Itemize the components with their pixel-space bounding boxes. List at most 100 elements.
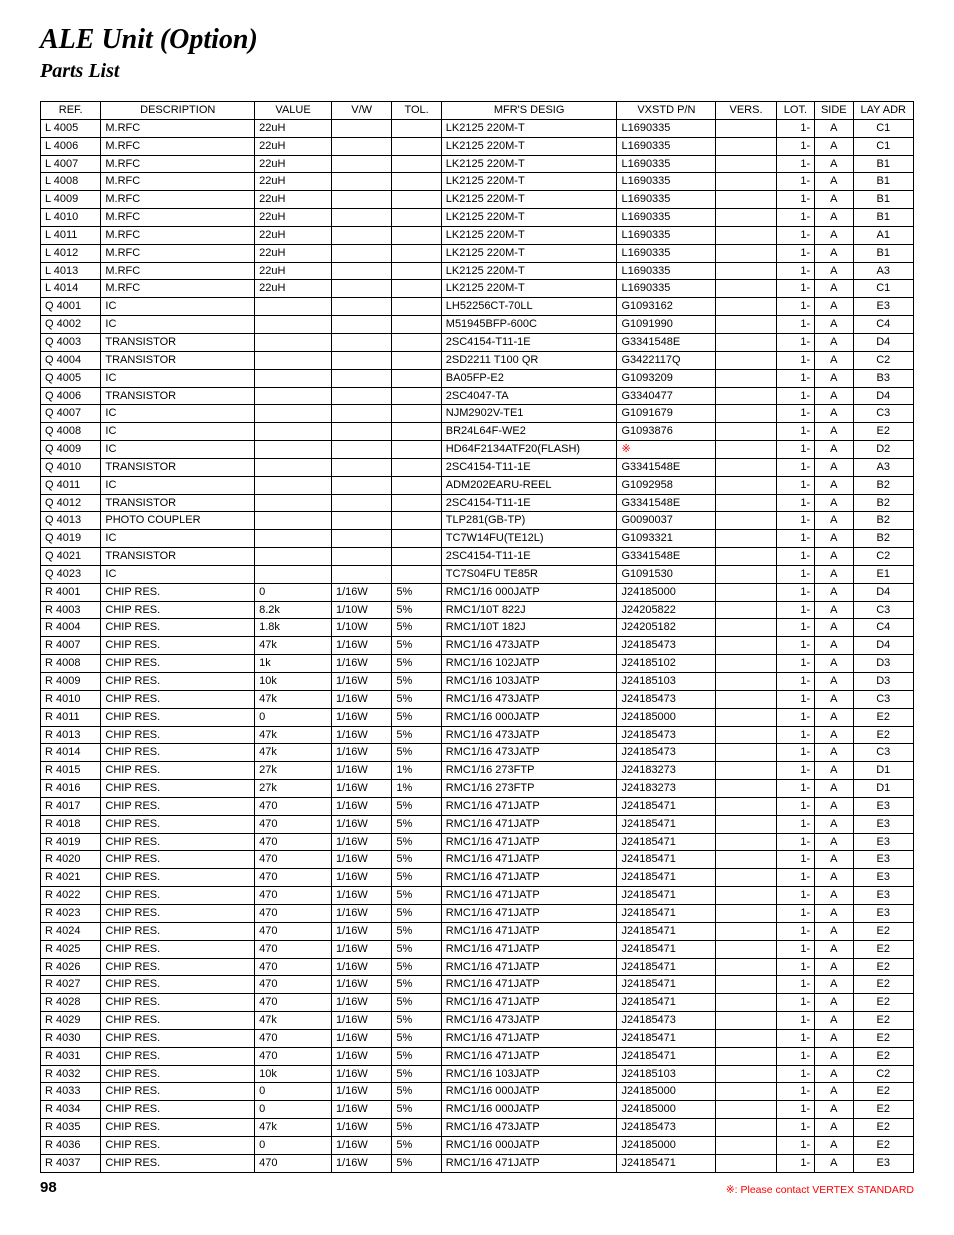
- cell-mfr: RMC1/16 473JATP: [441, 637, 617, 655]
- table-row: R 4034CHIP RES.01/16W5%RMC1/16 000JATPJ2…: [41, 1101, 914, 1119]
- cell-lay: E2: [853, 1101, 913, 1119]
- cell-desc: IC: [101, 476, 255, 494]
- col-header: SIDE: [815, 102, 853, 120]
- cell-val: [255, 423, 332, 441]
- cell-mfr: RMC1/16 000JATP: [441, 1083, 617, 1101]
- cell-mfr: RMC1/16 103JATP: [441, 1065, 617, 1083]
- cell-tol: [392, 423, 441, 441]
- cell-vers: [716, 637, 776, 655]
- cell-mfr: LK2125 220M-T: [441, 173, 617, 191]
- cell-val: 0: [255, 1136, 332, 1154]
- cell-vx: J24185102: [617, 655, 716, 673]
- cell-tol: [392, 476, 441, 494]
- cell-val: 22uH: [255, 119, 332, 137]
- cell-lot: 1-: [776, 1136, 814, 1154]
- table-row: Q 4006TRANSISTOR2SC4047-TAG33404771-AD4: [41, 387, 914, 405]
- cell-vx: J24185471: [617, 833, 716, 851]
- cell-tol: 1%: [392, 762, 441, 780]
- cell-lot: 1-: [776, 512, 814, 530]
- cell-val: [255, 369, 332, 387]
- cell-vx: J24185471: [617, 1047, 716, 1065]
- cell-side: A: [815, 280, 853, 298]
- cell-vw: 1/16W: [331, 815, 391, 833]
- table-body: L 4005M.RFC22uHLK2125 220M-TL16903351-AC…: [41, 119, 914, 1172]
- cell-side: A: [815, 619, 853, 637]
- cell-side: A: [815, 922, 853, 940]
- cell-vw: 1/16W: [331, 637, 391, 655]
- cell-vx: J24185103: [617, 1065, 716, 1083]
- cell-lot: 1-: [776, 1012, 814, 1030]
- cell-ref: L 4010: [41, 209, 101, 227]
- cell-lot: 1-: [776, 387, 814, 405]
- cell-vx: J24185471: [617, 940, 716, 958]
- table-row: R 4016CHIP RES.27k1/16W1%RMC1/16 273FTPJ…: [41, 780, 914, 798]
- cell-side: A: [815, 548, 853, 566]
- cell-ref: R 4017: [41, 797, 101, 815]
- table-row: Q 4002ICM51945BFP-600CG10919901-AC4: [41, 316, 914, 334]
- cell-ref: R 4007: [41, 637, 101, 655]
- cell-vx: L1690335: [617, 280, 716, 298]
- table-row: L 4010M.RFC22uHLK2125 220M-TL16903351-AB…: [41, 209, 914, 227]
- cell-mfr: RMC1/16 473JATP: [441, 726, 617, 744]
- cell-lot: 1-: [776, 655, 814, 673]
- page-subtitle: Parts List: [40, 60, 914, 83]
- cell-ref: Q 4019: [41, 530, 101, 548]
- table-row: R 4027CHIP RES.4701/16W5%RMC1/16 471JATP…: [41, 976, 914, 994]
- cell-lot: 1-: [776, 333, 814, 351]
- cell-vx: G1093162: [617, 298, 716, 316]
- cell-tol: 5%: [392, 744, 441, 762]
- cell-mfr: HD64F2134ATF20(FLASH): [441, 441, 617, 459]
- cell-desc: CHIP RES.: [101, 655, 255, 673]
- cell-ref: R 4016: [41, 780, 101, 798]
- cell-vw: 1/16W: [331, 851, 391, 869]
- cell-vers: [716, 726, 776, 744]
- cell-ref: R 4025: [41, 940, 101, 958]
- cell-lot: 1-: [776, 476, 814, 494]
- cell-desc: CHIP RES.: [101, 1154, 255, 1172]
- cell-ref: R 4008: [41, 655, 101, 673]
- cell-vx: ※: [617, 441, 716, 459]
- cell-ref: Q 4012: [41, 494, 101, 512]
- cell-vers: [716, 387, 776, 405]
- cell-desc: CHIP RES.: [101, 976, 255, 994]
- cell-side: A: [815, 530, 853, 548]
- cell-mfr: LK2125 220M-T: [441, 119, 617, 137]
- cell-vx: J24185000: [617, 1083, 716, 1101]
- cell-vers: [716, 351, 776, 369]
- cell-vx: J24185471: [617, 994, 716, 1012]
- cell-val: 470: [255, 1029, 332, 1047]
- cell-side: A: [815, 976, 853, 994]
- cell-tol: 5%: [392, 1119, 441, 1137]
- cell-ref: R 4004: [41, 619, 101, 637]
- cell-desc: M.RFC: [101, 280, 255, 298]
- cell-desc: CHIP RES.: [101, 922, 255, 940]
- cell-mfr: RMC1/16 473JATP: [441, 1119, 617, 1137]
- cell-lay: E2: [853, 940, 913, 958]
- cell-ref: Q 4002: [41, 316, 101, 334]
- cell-desc: M.RFC: [101, 173, 255, 191]
- cell-val: 470: [255, 904, 332, 922]
- cell-desc: TRANSISTOR: [101, 458, 255, 476]
- cell-ref: R 4028: [41, 994, 101, 1012]
- cell-vers: [716, 887, 776, 905]
- table-header: REF.DESCRIPTIONVALUEV/WTOL.MFR'S DESIGVX…: [41, 102, 914, 120]
- cell-lay: C4: [853, 316, 913, 334]
- col-header: VXSTD P/N: [617, 102, 716, 120]
- cell-side: A: [815, 565, 853, 583]
- cell-vw: [331, 333, 391, 351]
- table-row: Q 4021TRANSISTOR2SC4154-T11-1EG3341548E1…: [41, 548, 914, 566]
- cell-lot: 1-: [776, 173, 814, 191]
- cell-side: A: [815, 1136, 853, 1154]
- cell-lay: E2: [853, 1012, 913, 1030]
- cell-vers: [716, 494, 776, 512]
- cell-desc: CHIP RES.: [101, 904, 255, 922]
- cell-lay: E3: [853, 833, 913, 851]
- cell-val: 22uH: [255, 262, 332, 280]
- cell-tol: 5%: [392, 708, 441, 726]
- cell-vx: J24185473: [617, 744, 716, 762]
- cell-val: 470: [255, 869, 332, 887]
- cell-lot: 1-: [776, 137, 814, 155]
- cell-mfr: RMC1/16 471JATP: [441, 958, 617, 976]
- cell-val: 470: [255, 833, 332, 851]
- cell-mfr: RMC1/16 471JATP: [441, 1154, 617, 1172]
